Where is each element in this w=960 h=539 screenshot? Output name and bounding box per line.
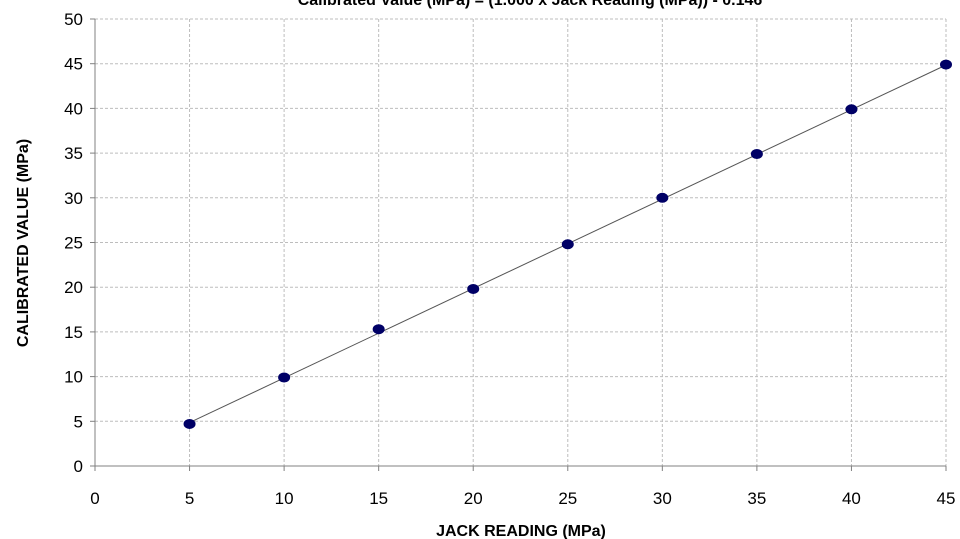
data-point: [183, 418, 196, 429]
x-tick-label: 20: [464, 489, 483, 508]
y-tick-label: 0: [74, 457, 83, 476]
y-tick-label: 50: [64, 10, 83, 29]
data-point: [467, 283, 480, 294]
x-tick-label: 45: [937, 489, 956, 508]
y-tick-label: 35: [64, 144, 83, 163]
x-axis-title: JACK READING (MPa): [436, 523, 606, 539]
data-point: [372, 324, 385, 335]
y-tick-label: 10: [64, 368, 83, 387]
y-tick-label: 40: [64, 99, 83, 118]
y-tick-label: 30: [64, 189, 83, 208]
tick-labels: 0 5 10 15 20 25 30 35 40 45 50 0 5 10 15 20 25 30 35 40 45: [64, 10, 955, 508]
chart-title: Calibrated Value (MPa) = (1.000 x Jack R…: [298, 0, 763, 9]
x-tick-label: 30: [653, 489, 672, 508]
data-points: [183, 59, 952, 429]
data-point: [940, 59, 952, 70]
x-tick-label: 15: [369, 489, 388, 508]
x-tick-label: 40: [842, 489, 861, 508]
y-tick-label: 20: [64, 278, 83, 297]
data-point: [561, 239, 574, 250]
axes: [90, 18, 947, 471]
x-tick-label: 5: [185, 489, 194, 508]
y-tick-label: 5: [74, 412, 83, 431]
x-tick-label: 25: [558, 489, 577, 508]
y-axis-title: CALIBRATED VALUE (MPa): [15, 139, 32, 347]
data-point: [750, 148, 763, 159]
data-point: [845, 104, 858, 115]
x-tick-label: 35: [747, 489, 766, 508]
x-tick-label: 0: [90, 489, 99, 508]
y-tick-label: 45: [64, 55, 83, 74]
y-tick-label: 25: [64, 234, 83, 253]
data-point: [656, 192, 669, 203]
gridlines: [95, 18, 947, 466]
y-tick-label: 15: [64, 323, 83, 342]
x-tick-label: 10: [275, 489, 294, 508]
data-point: [278, 372, 291, 383]
